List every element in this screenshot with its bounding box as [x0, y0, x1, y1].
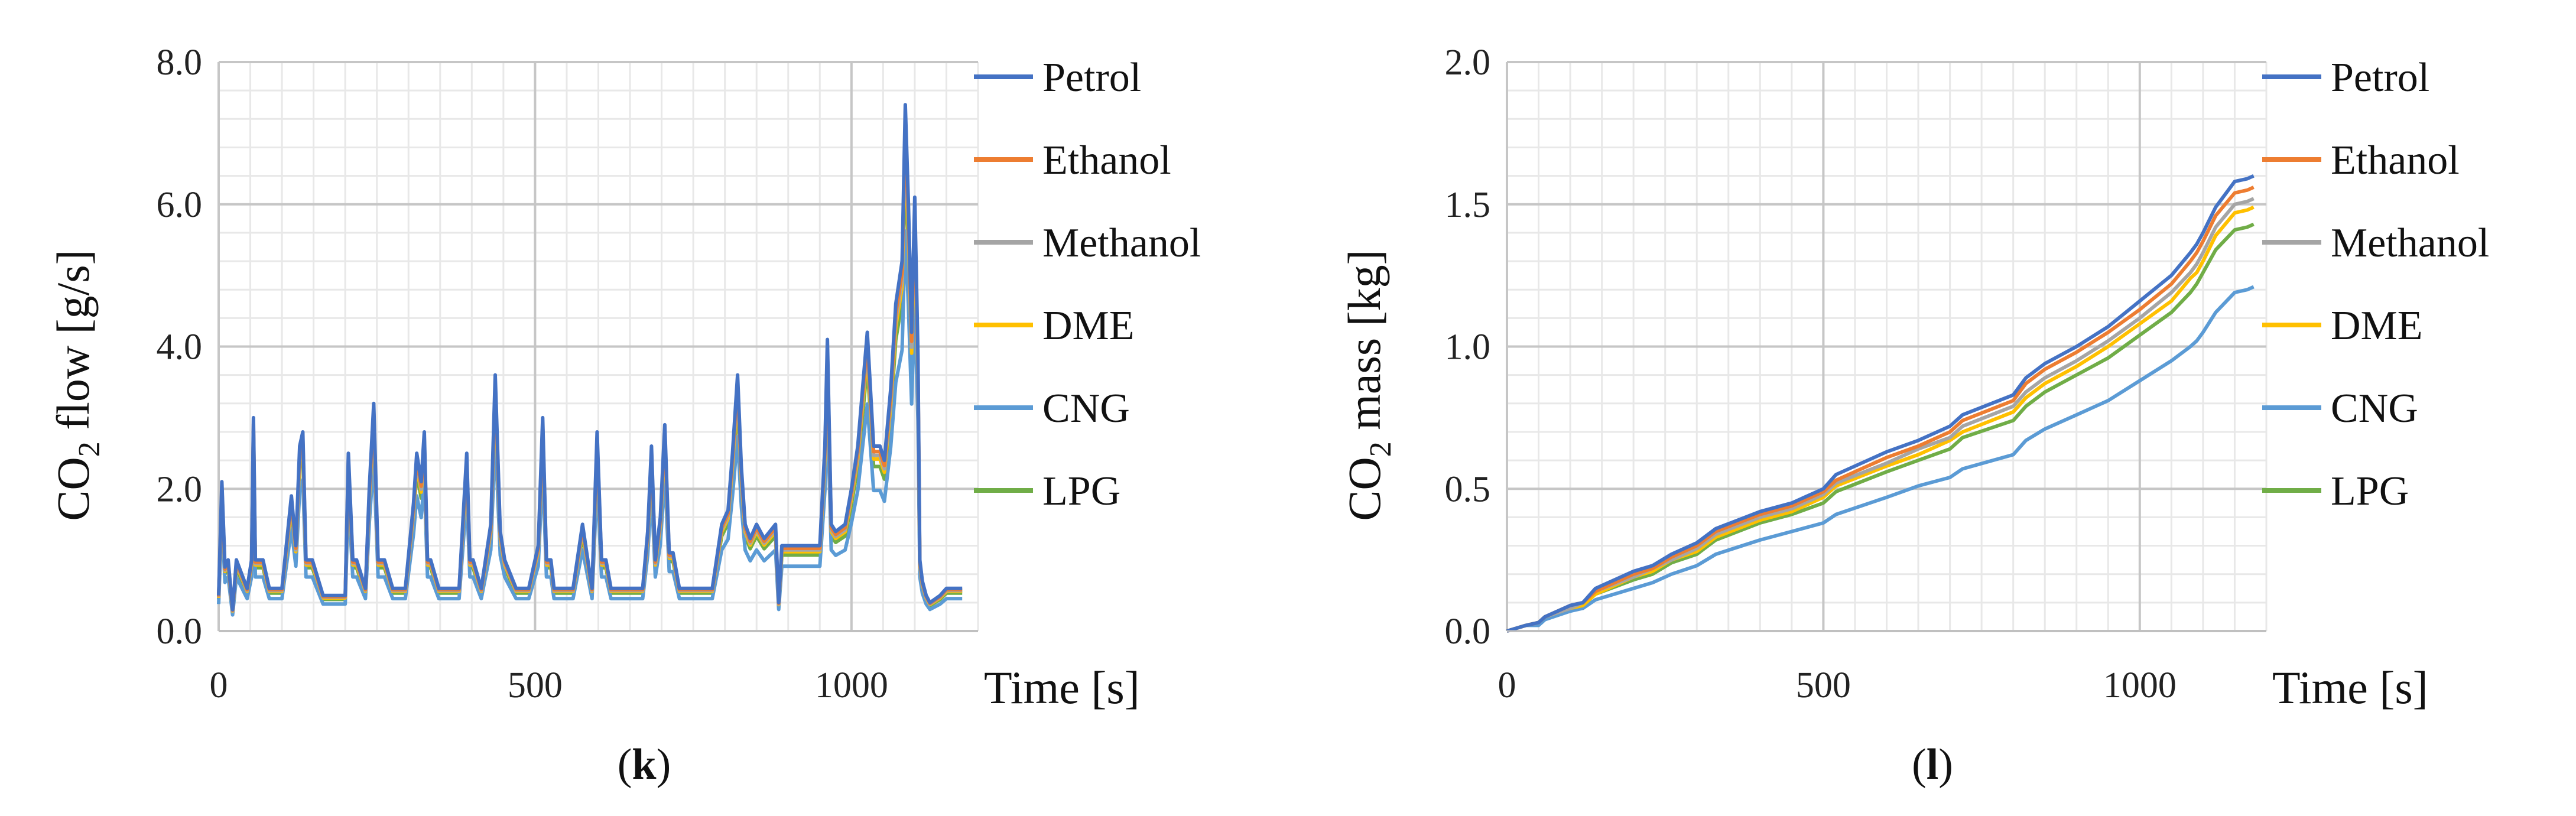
series-line-dme — [1506, 205, 2255, 633]
y-tick-label: 4.0 — [157, 327, 203, 368]
y-tick-label: 6.0 — [157, 185, 203, 225]
x-tick-label: 500 — [508, 665, 563, 706]
y-tick-label: 1.0 — [1445, 327, 1491, 368]
panel-k-series-group — [217, 103, 963, 617]
y-tick-label: 0.0 — [1445, 612, 1491, 652]
panel-k-x-axis-label: Time [s] — [984, 662, 1140, 713]
series-line-ethanol — [1506, 186, 2255, 633]
panel-l-panel-tag: (l) — [1912, 740, 1953, 789]
legend-label-cng: CNG — [1042, 386, 1130, 431]
legend-label-dme: DME — [2331, 303, 2423, 349]
legend-label-ethanol: Ethanol — [1042, 138, 1171, 183]
y-tick-label: 8.0 — [157, 43, 203, 83]
legend-label-cng: CNG — [2331, 386, 2418, 431]
y-tick-label: 2.0 — [157, 469, 203, 509]
legend-label-dme: DME — [1042, 303, 1135, 349]
series-line-petrol — [1506, 174, 2255, 633]
legend-label-lpg: LPG — [2331, 469, 2409, 514]
panel-l-x-axis-label: Time [s] — [2272, 662, 2428, 713]
legend-label-petrol: Petrol — [1042, 55, 1141, 100]
legend-label-methanol: Methanol — [2331, 220, 2489, 266]
x-tick-label: 0 — [1498, 665, 1516, 706]
legend-label-ethanol: Ethanol — [2331, 138, 2460, 183]
panel-k-y-ticks: 0.0 2.0 4.0 6.0 8.0 — [157, 43, 203, 652]
panel-l-gridlines — [1506, 61, 2268, 632]
x-tick-label: 500 — [1796, 665, 1851, 706]
panel-l-chart: 0.0 0.5 1.0 1.5 2.0 0 500 1000 CO2 mass [kg] T… — [1339, 43, 2489, 789]
panel-l-y-ticks: 0.0 0.5 1.0 1.5 2.0 — [1445, 43, 1491, 652]
series-line-petrol — [217, 103, 963, 612]
legend-label-petrol: Petrol — [2331, 55, 2429, 100]
series-line-lpg — [1506, 222, 2255, 633]
panel-k-panel-tag: (k) — [618, 740, 671, 789]
panel-l-y-axis-label: CO2 mass [kg] — [1339, 249, 1398, 521]
x-tick-label: 1000 — [815, 665, 888, 706]
y-tick-label: 1.5 — [1445, 185, 1491, 225]
panel-k-legend: Petrol Ethanol Methanol DME CNG LPG — [974, 55, 1201, 514]
panel-l-legend: Petrol Ethanol Methanol DME CNG LPG — [2262, 55, 2489, 514]
y-tick-label: 2.0 — [1445, 43, 1491, 83]
legend-label-methanol: Methanol — [1042, 220, 1201, 266]
y-tick-label: 0.5 — [1445, 469, 1491, 509]
series-line-methanol — [1506, 197, 2255, 633]
x-tick-label: 1000 — [2103, 665, 2177, 706]
x-tick-label: 0 — [210, 665, 228, 706]
panel-k-y-axis-label: CO2 flow [g/s] — [47, 249, 106, 521]
panel-l-series-group — [1506, 174, 2255, 633]
series-line-cng — [1506, 285, 2255, 633]
legend-label-lpg: LPG — [1042, 469, 1120, 514]
panel-k-chart: 0.02.04.06.08.0 0 500 1000 CO2 flow [g/s] … — [47, 43, 1201, 789]
panel-k-x-ticks: 0 500 1000 — [210, 665, 888, 706]
panel-l-x-ticks: 0 500 1000 — [1498, 665, 2177, 706]
y-tick-label: 0.0 — [157, 612, 203, 652]
